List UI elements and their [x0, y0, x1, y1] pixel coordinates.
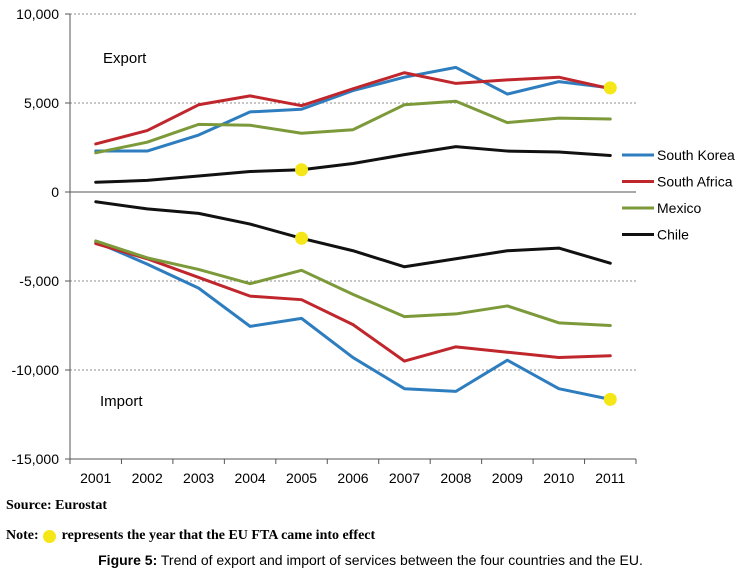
south-korea-import-line [94, 240, 612, 401]
source-line: Source: Eurostat [6, 498, 107, 513]
x-tick-label: 2006 [337, 470, 368, 486]
x-tick-label: 2003 [183, 470, 214, 486]
x-tick-label: 2002 [132, 470, 163, 486]
fta-marker [295, 231, 309, 245]
mexico-import-line [94, 239, 612, 327]
fta-marker [603, 392, 617, 406]
chile-export-line [94, 145, 612, 184]
series-lines [94, 65, 612, 401]
south-africa-import-line [94, 242, 612, 363]
y-axis-ticks: 10,000 5,000 0 -5,000 -10,000 -15,000 [12, 6, 70, 467]
x-tick-label: 2004 [235, 470, 266, 486]
x-tick-label: 2008 [440, 470, 471, 486]
export-annotation: Export [103, 50, 147, 67]
x-tick-label: 2009 [492, 470, 523, 486]
y-tick-label: 10,000 [16, 6, 59, 22]
chile-import-line [94, 200, 612, 269]
y-tick-label: -10,000 [12, 362, 60, 378]
y-tick-label: 5,000 [24, 95, 59, 111]
x-tick-label: 2005 [286, 470, 317, 486]
figure-caption: Figure 5: Trend of export and import of … [0, 552, 741, 568]
axes [69, 14, 636, 460]
caption-label: Figure 5: [98, 552, 158, 568]
annotations: Export Import [100, 50, 147, 410]
y-tick-label: -15,000 [12, 451, 60, 467]
y-tick-label: -5,000 [19, 273, 59, 289]
note-prefix: Note: [6, 528, 39, 543]
mexico-export-line [94, 99, 612, 155]
x-tick-label: 2011 [595, 470, 625, 486]
fta-marker [603, 81, 617, 95]
x-tick-label: 2001 [80, 470, 111, 486]
note-line: Note: represents the year that the EU FT… [6, 528, 375, 544]
legend-label-south-africa: South Africa [657, 174, 733, 190]
fta-marker-icon [42, 529, 56, 543]
x-tick-label: 2010 [543, 470, 574, 486]
legend-label-south-korea: South Korea [657, 147, 735, 163]
x-axis-ticks: 2001 2002 2003 2004 2005 2006 2007 2008 2009 2010… [69, 459, 637, 486]
caption-text: Trend of export and import of services b… [157, 552, 643, 568]
south-africa-export-line [94, 71, 612, 146]
y-tick-label: 0 [51, 184, 59, 200]
import-annotation: Import [100, 393, 143, 410]
legend-label-mexico: Mexico [657, 200, 702, 216]
fta-marker [295, 163, 309, 177]
legend-label-chile: Chile [657, 227, 689, 243]
x-tick-label: 2007 [389, 470, 420, 486]
south-korea-export-line [94, 65, 612, 153]
legend: South Korea South Africa Mexico Chile [622, 147, 735, 243]
fta-markers [295, 81, 617, 406]
note-text: represents the year that the EU FTA came… [61, 528, 376, 543]
